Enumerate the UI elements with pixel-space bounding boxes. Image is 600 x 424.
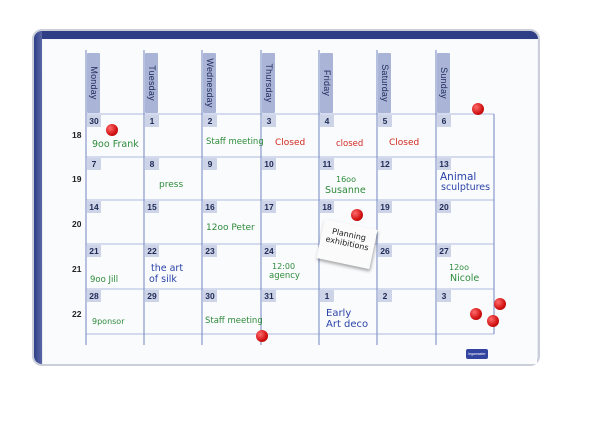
board-frame-top (34, 31, 538, 39)
day-header-thursday: Thursday (262, 53, 275, 113)
week-number: 21 (72, 264, 82, 274)
magnet-icon[interactable] (351, 209, 363, 221)
note-art-of-silk-line2: of silk (149, 274, 177, 285)
note-nicole: Nicole (450, 273, 480, 284)
date-chip: 2 (203, 115, 217, 127)
date-chip: 22 (145, 245, 159, 257)
day-label: Monday (88, 66, 99, 100)
date-chip: 28 (87, 290, 101, 302)
date-chip: 16 (203, 201, 217, 213)
note-staff-meeting: Staff meeting (206, 137, 264, 147)
note-closed: Closed (275, 138, 306, 148)
date-chip: 27 (437, 245, 451, 257)
day-label: Thursday (263, 63, 274, 103)
date-chip: 13 (437, 158, 451, 170)
note-sponsor: 9ponsor (92, 317, 125, 326)
date-chip: 6 (437, 115, 451, 127)
note-animal-sculptures-line1: Animal (440, 171, 477, 183)
date-chip: 9 (203, 158, 217, 170)
date-chip: 19 (378, 201, 392, 213)
week-number: 19 (72, 174, 82, 184)
date-chip: 23 (203, 245, 217, 257)
week-number: 20 (72, 219, 82, 229)
note-staff-meeting: Staff meeting (205, 316, 263, 326)
date-chip: 1 (145, 115, 159, 127)
date-chip: 30 (87, 115, 101, 127)
brand-logo: legamaster (466, 349, 488, 359)
note-art-of-silk-line1: the art (151, 263, 184, 274)
date-chip: 24 (262, 245, 276, 257)
date-chip: 4 (320, 115, 334, 127)
day-label: Sunday (438, 67, 449, 99)
date-chip: 15 (145, 201, 159, 213)
date-chip: 1 (320, 290, 334, 302)
week-number: 22 (72, 309, 82, 319)
note-agency: agency (269, 271, 300, 281)
note-animal-sculptures-line2: sculptures (441, 182, 491, 193)
day-label: Friday (321, 69, 332, 97)
week-number: 18 (72, 130, 82, 140)
note-susanne-time: 16oo (336, 175, 356, 184)
date-chip: 29 (145, 290, 159, 302)
date-chip: 20 (437, 201, 451, 213)
day-header-sunday: Sunday (437, 53, 450, 113)
note-jill: 9oo Jill (90, 275, 119, 285)
magnet-icon[interactable] (472, 103, 484, 115)
day-header-saturday: Saturday (378, 53, 391, 113)
day-header-monday: Monday (87, 53, 100, 113)
magnet-icon[interactable] (494, 298, 506, 310)
note-peter: 12oo Peter (206, 223, 255, 233)
date-chip: 21 (87, 245, 101, 257)
note-press: press (159, 180, 184, 190)
date-chip: 3 (437, 290, 451, 302)
magnet-icon[interactable] (470, 308, 482, 320)
board-frame-left (34, 31, 42, 364)
magnet-icon[interactable] (487, 315, 499, 327)
note-closed: closed (336, 139, 364, 149)
date-chip: 26 (378, 245, 392, 257)
magnet-icon[interactable] (106, 124, 118, 136)
date-chip: 11 (320, 158, 334, 170)
date-chip: 2 (378, 290, 392, 302)
date-chip: 17 (262, 201, 276, 213)
day-label: Wednesday (204, 58, 215, 108)
day-label: Tuesday (146, 65, 157, 101)
brand-logo-text: legamaster (468, 352, 486, 356)
note-frank: 9oo Frank (92, 139, 139, 150)
date-chip: 14 (87, 201, 101, 213)
date-chip: 18 (320, 201, 334, 213)
day-header-friday: Friday (320, 53, 333, 113)
note-susanne: Susanne (325, 185, 366, 196)
date-chip: 5 (378, 115, 392, 127)
note-art-deco-line1: Early (326, 308, 352, 319)
day-header-tuesday: Tuesday (145, 53, 158, 113)
day-header-wednesday: Wednesday (203, 53, 216, 113)
day-label: Saturday (379, 64, 390, 102)
board-surface (43, 40, 537, 364)
note-nicole-time: 12oo (449, 263, 469, 272)
note-agency-time: 12:00 (272, 262, 296, 271)
date-chip: 31 (262, 290, 276, 302)
date-chip: 8 (145, 158, 159, 170)
date-chip: 3 (262, 115, 276, 127)
date-chip: 10 (262, 158, 276, 170)
magnet-icon[interactable] (256, 330, 268, 342)
date-chip: 30 (203, 290, 217, 302)
date-chip: 7 (87, 158, 101, 170)
note-closed: Closed (389, 138, 420, 148)
note-art-deco-line2: Art deco (326, 319, 369, 330)
date-chip: 12 (378, 158, 392, 170)
